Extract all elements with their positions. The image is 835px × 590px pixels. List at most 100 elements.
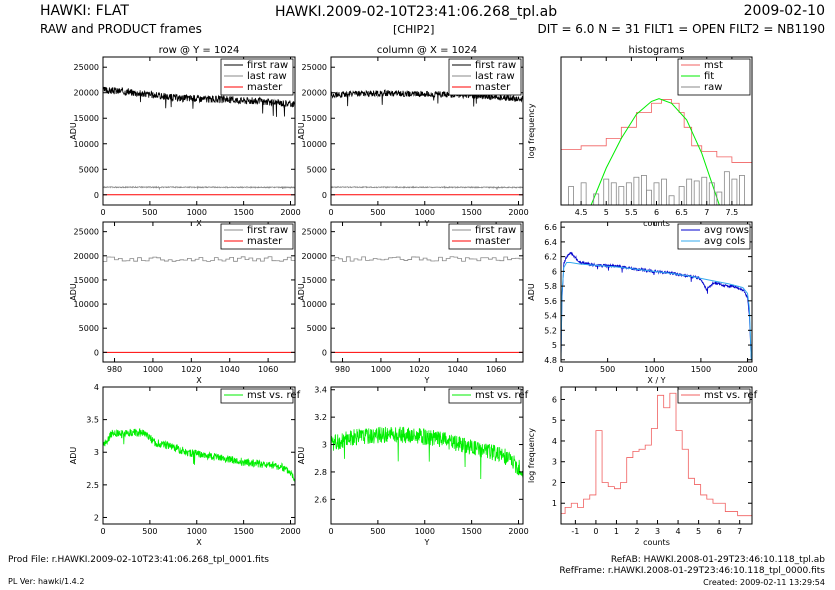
y-tick-label: 6.4 [544,238,557,247]
legend-entry: mst vs. ref [247,390,301,401]
y-tick-label: 4.8 [544,356,557,365]
file-title: HAWKI.2009-02-10T23:41:06.268_tpl.ab [275,4,558,20]
chart-col-full: 0 500 1000 1500 2000050001000015000200002500… [297,45,529,228]
histogram-bar [633,176,640,205]
legend-entry: first raw [247,60,288,71]
series-line [103,256,295,262]
y-tick-label: 3 [322,441,327,450]
series-line [561,392,752,518]
legend-entry: raw [704,82,722,93]
chart-title: row @ Y = 1024 [159,45,240,56]
plot-frame [102,386,296,525]
y-tick-label: 20000 [302,252,327,261]
x-tick-label: 500 [370,208,385,217]
histogram-bar [731,178,738,205]
y-axis-label: ADU [69,283,78,301]
x-tick-label: 7 [704,208,709,217]
y-tick-label: 5 [552,416,557,425]
x-axis-label: counts [643,538,670,547]
x-tick-label: 1000 [415,208,435,217]
x-axis-label: Y [424,376,430,385]
y-tick-label: 5 [552,341,557,350]
histogram-bar [701,176,708,205]
y-axis-label: ADU [297,283,306,301]
x-tick-label: 6.5 [675,208,688,217]
legend-box [677,223,751,250]
series-line [331,89,523,107]
y-tick-label: 25000 [74,228,99,237]
y-tick-label: 0 [94,191,99,200]
y-tick-label: 15000 [74,114,99,123]
series-group [331,89,523,196]
legend-entry: first raw [247,225,288,236]
x-tick-label: 5 [696,527,701,536]
series-line [331,256,523,262]
legend-box [448,223,522,250]
x-tick-label: 0 [558,365,563,374]
x-tick-label: 6 [717,527,722,536]
legend-entry: mst vs. ref [704,390,758,401]
x-tick-label: 500 [600,365,615,374]
series-group [331,256,523,353]
series-line [103,185,295,191]
histogram-bar [593,193,600,205]
y-tick-label: 25000 [74,63,99,72]
x-tick-label: 0 [328,527,333,536]
plot-frame [102,221,296,363]
x-tick-label: 5 [604,208,609,217]
y-tick-label: 2.5 [86,481,99,490]
y-tick-label: 20000 [74,252,99,261]
x-tick-label: 2000 [280,527,300,536]
plot-frame [560,386,753,525]
y-tick-label: 5000 [307,324,327,333]
x-tick-label: 1500 [461,527,481,536]
y-tick-label: 10000 [74,140,99,149]
y-tick-label: 15000 [74,276,99,285]
x-tick-label: 1040 [220,365,240,374]
chart-mst-ref-hist: -1 0 1 2 3 4 5 6 7 1 2 3 4 5 6 counts log frequency mst v… [527,386,758,547]
page-subtitle: RAW and PRODUCT frames [40,22,202,36]
y-tick-label: 5000 [79,324,99,333]
y-tick-label: 10000 [302,140,327,149]
y-tick-label: 5000 [79,165,99,174]
legend-entry: last raw [475,71,515,82]
y-tick-label: 3.5 [86,416,99,425]
legend-entry: mst vs. ref [475,390,529,401]
chart-histograms: 4.5 5 5.5 6 6.5 7 7.5 histograms counts log frequ… [527,45,753,228]
x-tick-label: 1500 [691,365,711,374]
x-tick-label: 6 [654,208,659,217]
x-tick-label: 5.5 [625,208,638,217]
plot-frame [560,221,753,363]
x-tick-label: 1000 [644,365,664,374]
legend-entry: master [475,82,511,93]
x-tick-label: 1000 [187,527,207,536]
legend-entry: master [247,82,283,93]
y-axis-label: ADU [297,447,306,465]
series-group [561,98,752,205]
y-tick-label: 2.6 [314,495,327,504]
x-tick-label: 2 [634,527,639,536]
y-tick-label: 0 [322,348,327,357]
x-axis-label: X / Y [647,376,665,385]
chart-col-zoom: 980 1000 1020 1040 1060 0 5000 10000 15000 20000 2… [297,221,524,385]
histogram-bar [568,186,574,205]
histogram-bar [686,178,693,205]
y-axis-label: ADU [69,447,78,465]
series-group [331,426,523,480]
y-axis-label: log frequency [527,103,536,158]
x-tick-label: 500 [142,208,157,217]
y-tick-label: 25000 [302,63,327,72]
refframe-label: RefFrame: r.HAWKI.2008-01-29T23:46:10.11… [559,566,825,576]
y-tick-label: 5.8 [544,282,557,291]
legend-entry: avg cols [704,236,745,247]
x-tick-label: 980 [107,365,122,374]
x-tick-label: 1 [614,527,619,536]
x-tick-label: 0 [100,208,105,217]
chart-mst-ref-col: 0 500 1000 1500 2000 2.6 2.8 3 3.2 3.4 Y ADU mst vs.… [297,386,529,547]
x-axis-label: X [196,376,202,385]
y-tick-label: 10000 [74,300,99,309]
legend-entry: first raw [475,60,516,71]
chart-mst-ref-row: 0 500 1000 1500 2000 2 2.5 3 3.5 4 X ADU mst vs. ref [69,383,301,547]
y-tick-label: 6.2 [544,253,557,262]
legend-box [448,388,522,404]
